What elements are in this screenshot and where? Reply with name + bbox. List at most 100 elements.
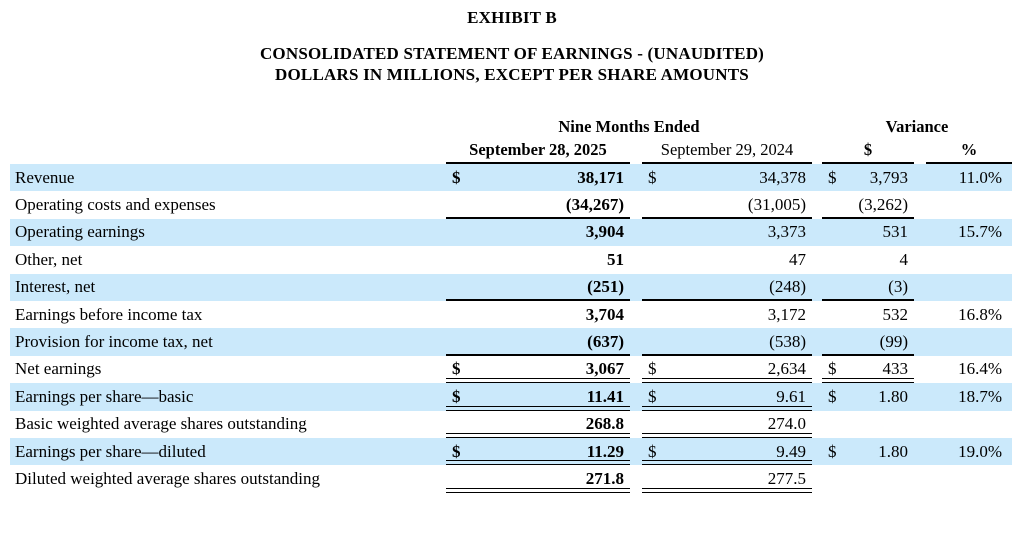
value-2025: 3,704 <box>446 301 630 328</box>
variance-dollar: (99) <box>822 328 914 357</box>
amount: 51 <box>607 249 624 269</box>
value-2025: (34,267) <box>446 191 630 220</box>
variance-percent <box>926 411 1012 438</box>
value-2025: $11.29 <box>446 438 630 466</box>
column-gap <box>914 328 926 355</box>
amount: 3,373 <box>767 222 806 242</box>
currency-symbol: $ <box>648 386 657 406</box>
column-gap <box>812 219 822 246</box>
amount: 1.80 <box>878 386 908 406</box>
value-2024: 274.0 <box>642 411 812 439</box>
variance-percent <box>926 328 1012 355</box>
currency-symbol: $ <box>452 386 461 406</box>
column-header-2024: September 29, 2024 <box>642 138 812 164</box>
row-label: Earnings per share—basic <box>15 386 194 406</box>
statement-title: CONSOLIDATED STATEMENT OF EARNINGS - (UN… <box>259 44 765 63</box>
currency-symbol: $ <box>452 359 461 379</box>
amount: 2,634 <box>767 359 806 379</box>
amount: (31,005) <box>747 195 806 215</box>
amount: 271.8 <box>585 468 624 488</box>
variance-dollar: $433 <box>822 356 914 384</box>
row-label: Basic weighted average shares outstandin… <box>15 414 307 434</box>
amount: 3,172 <box>767 304 806 324</box>
amount: 268.8 <box>585 414 624 434</box>
column-gap <box>630 219 642 246</box>
amount: 532 <box>882 304 909 324</box>
variance-percent: 16.4% <box>958 359 1002 379</box>
row-label: Revenue <box>15 167 75 187</box>
value-2025: 3,904 <box>446 219 630 246</box>
value-2024: (248) <box>642 274 812 302</box>
amount: 433 <box>882 359 909 379</box>
amount: 47 <box>789 249 806 269</box>
value-2024: $34,378 <box>642 164 812 191</box>
variance-percent: 15.7% <box>958 222 1002 242</box>
column-gap <box>630 383 642 410</box>
statement-subtitle: DOLLARS IN MILLIONS, EXCEPT PER SHARE AM… <box>275 65 749 84</box>
document-header: EXHIBIT B CONSOLIDATED STATEMENT OF EARN… <box>0 8 1024 85</box>
column-gap <box>812 411 822 438</box>
value-2024: 277.5 <box>642 465 812 494</box>
amount: 3,793 <box>869 167 908 187</box>
table-row: Earnings per share—diluted $11.29 $9.49 $1.… <box>10 437 1012 466</box>
variance-percent <box>926 246 1012 273</box>
column-gap <box>630 274 642 301</box>
earnings-table: Nine Months Ended Variance September 28,… <box>10 116 1012 494</box>
amount: (248) <box>769 277 806 297</box>
column-gap <box>914 411 926 438</box>
amount: (3) <box>888 277 908 297</box>
column-gap <box>812 301 822 328</box>
value-2025: $3,067 <box>446 356 630 384</box>
currency-symbol: $ <box>452 167 461 187</box>
variance-percent <box>926 191 1012 218</box>
amount: 3,704 <box>585 304 624 324</box>
table-header-columns: September 28, 2025 September 29, 2024 $ … <box>10 137 1012 164</box>
table-body: Revenue $38,171 $34,378 $3,793 11.0% Operatin… <box>10 164 1012 494</box>
value-2025: (637) <box>446 328 630 357</box>
amount: 9.49 <box>776 441 806 461</box>
column-gap <box>630 411 642 438</box>
amount: 4 <box>899 249 909 269</box>
amount: (3,262) <box>858 195 908 215</box>
row-label: Earnings per share—diluted <box>15 441 206 461</box>
currency-symbol: $ <box>648 441 657 461</box>
row-label: Diluted weighted average shares outstand… <box>15 468 320 488</box>
column-header-variance-dollar: $ <box>822 138 914 164</box>
column-gap <box>812 438 822 465</box>
variance-dollar <box>822 411 914 438</box>
table-row: Interest, net (251) (248) (3) <box>10 273 1012 302</box>
amount: 38,171 <box>577 167 624 187</box>
value-2024: (31,005) <box>642 191 812 220</box>
variance-percent: 16.8% <box>958 304 1002 324</box>
column-gap <box>914 438 926 465</box>
amount: 531 <box>882 222 909 242</box>
variance-percent <box>926 274 1012 301</box>
value-2024: (538) <box>642 328 812 357</box>
table-row: Other, net 51 47 4 <box>10 246 1012 273</box>
value-2024: $2,634 <box>642 356 812 384</box>
table-row: Net earnings $3,067 $2,634 $433 16.4% <box>10 356 1012 384</box>
column-gap <box>812 191 822 218</box>
column-gap <box>630 356 642 383</box>
amount: 274.0 <box>767 414 806 434</box>
column-gap <box>812 356 822 383</box>
column-gap <box>914 383 926 410</box>
variance-dollar: (3) <box>822 274 914 302</box>
currency-symbol: $ <box>828 441 837 461</box>
amount: 9.61 <box>776 386 806 406</box>
value-2024: $9.49 <box>642 438 812 466</box>
amount: 277.5 <box>767 468 806 488</box>
column-gap <box>812 465 822 492</box>
column-gap <box>630 246 642 273</box>
table-row: Operating costs and expenses (34,267) (31,… <box>10 191 1012 220</box>
currency-symbol: $ <box>828 386 837 406</box>
variance-dollar: (3,262) <box>822 191 914 220</box>
amount: 3,067 <box>585 359 624 379</box>
column-header-variance-percent: % <box>926 138 1012 164</box>
value-2024: 47 <box>642 246 812 273</box>
row-label: Other, net <box>15 249 83 269</box>
column-gap <box>914 274 926 301</box>
value-2025: 51 <box>446 246 630 273</box>
column-gap <box>630 328 642 355</box>
